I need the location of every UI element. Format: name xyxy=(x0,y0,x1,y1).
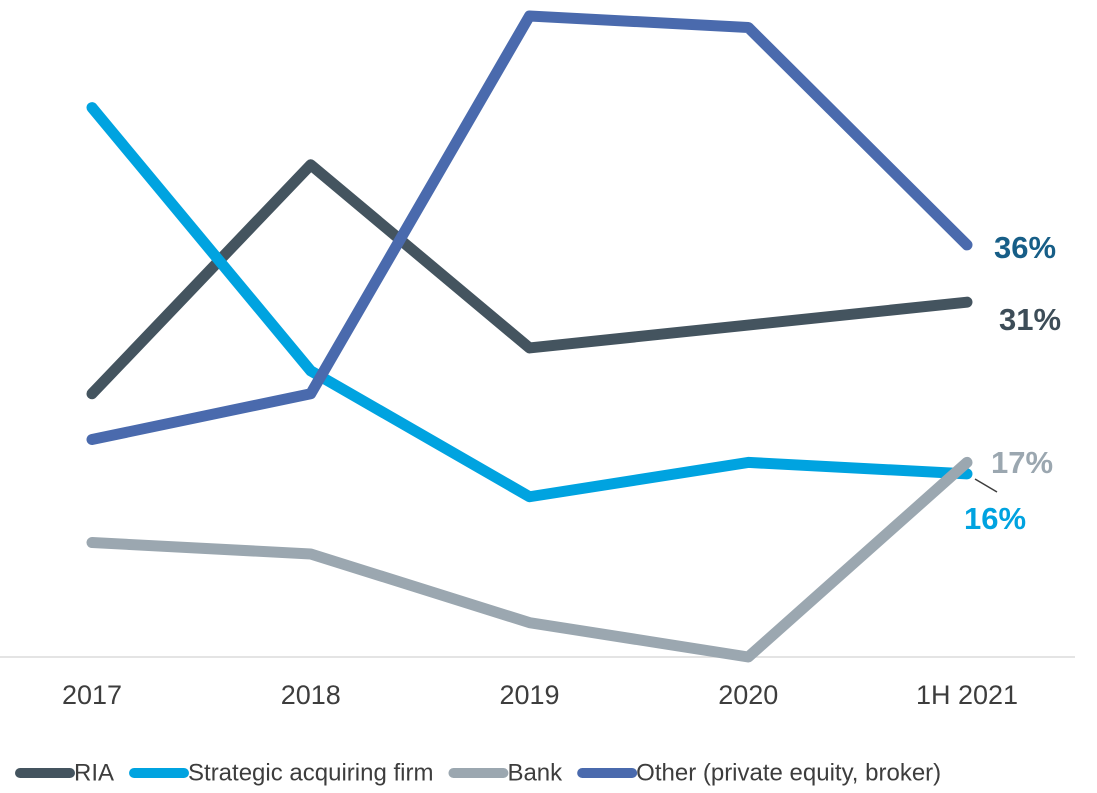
legend-label: Strategic acquiring firm xyxy=(188,759,433,786)
leader-line xyxy=(974,478,998,493)
data-label: 31% xyxy=(999,302,1061,337)
legend-label: Bank xyxy=(507,759,563,786)
series-line xyxy=(86,159,973,400)
x-tick-label: 2017 xyxy=(62,680,122,710)
x-tick-label: 2020 xyxy=(718,680,778,710)
series-line xyxy=(86,102,973,503)
x-tick-label: 1H 2021 xyxy=(916,680,1018,710)
data-label: 16% xyxy=(964,501,1026,536)
legend-label: RIA xyxy=(74,759,114,786)
data-label: 36% xyxy=(994,230,1056,265)
series-line xyxy=(86,456,973,663)
series-line xyxy=(86,10,973,446)
x-tick-label: 2019 xyxy=(499,680,559,710)
data-label: 17% xyxy=(991,445,1053,480)
x-tick-label: 2018 xyxy=(281,680,341,710)
legend-label: Other (private equity, broker) xyxy=(636,759,941,786)
